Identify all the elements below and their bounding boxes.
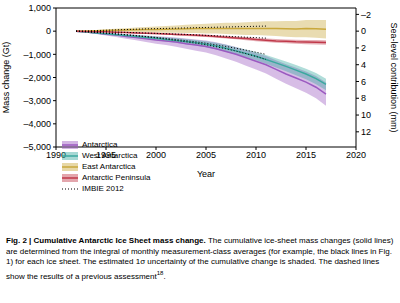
svg-text:–4,000: –4,000 <box>23 119 51 129</box>
svg-text:–2: –2 <box>361 10 371 20</box>
svg-text:12: 12 <box>361 127 371 137</box>
svg-text:Year: Year <box>197 169 215 179</box>
svg-text:2020: 2020 <box>346 150 366 160</box>
svg-text:1995: 1995 <box>96 150 116 160</box>
svg-text:–5,000: –5,000 <box>23 142 51 152</box>
svg-text:2015: 2015 <box>296 150 316 160</box>
svg-text:–3,000: –3,000 <box>23 96 51 106</box>
svg-text:2010: 2010 <box>246 150 266 160</box>
svg-text:2: 2 <box>361 43 366 53</box>
svg-text:Sea-level contribution (mm): Sea-level contribution (mm) <box>389 22 392 132</box>
svg-text:Mass change (Gt): Mass change (Gt) <box>8 42 11 114</box>
svg-text:10: 10 <box>361 110 371 120</box>
svg-text:0: 0 <box>46 26 51 36</box>
svg-text:2005: 2005 <box>196 150 216 160</box>
svg-text:0: 0 <box>361 26 366 36</box>
svg-text:2000: 2000 <box>146 150 166 160</box>
svg-text:–1,000: –1,000 <box>23 50 51 60</box>
svg-text:4: 4 <box>361 60 366 70</box>
svg-text:8: 8 <box>361 93 366 103</box>
svg-text:–2,000: –2,000 <box>23 73 51 83</box>
svg-text:6: 6 <box>361 77 366 87</box>
svg-text:1,000: 1,000 <box>28 3 51 13</box>
